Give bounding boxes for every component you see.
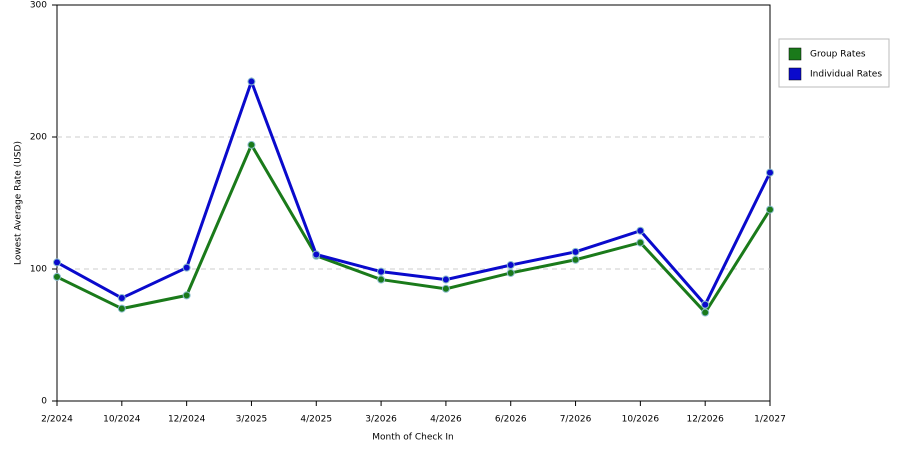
x-tick-label: 10/2024 (103, 415, 141, 425)
legend-swatch (788, 67, 802, 81)
data-point (53, 272, 61, 281)
x-tick-label: 4/2025 (300, 415, 332, 425)
plot-frame (56, 4, 771, 402)
x-tick-label: 3/2025 (236, 415, 268, 425)
y-tick-label: 100 (30, 265, 47, 275)
x-tick-label: 3/2026 (365, 415, 397, 425)
x-tick-label: 12/2026 (686, 415, 724, 425)
data-point (377, 275, 386, 284)
data-point (182, 263, 191, 272)
legend-label: Individual Rates (810, 70, 882, 80)
data-point (312, 250, 321, 259)
data-point (506, 261, 515, 270)
y-tick-label: 200 (30, 133, 47, 143)
x-tick-label: 1/2027 (754, 415, 786, 425)
x-tick-label: 12/2024 (168, 415, 206, 425)
data-point (701, 308, 710, 317)
data-point (636, 238, 645, 247)
data-point (247, 140, 256, 149)
y-tick-label: 300 (30, 1, 47, 11)
data-point (247, 77, 256, 86)
data-point (182, 291, 191, 300)
legend-label: Group Rates (810, 50, 866, 60)
x-tick-label: 2/2024 (41, 415, 73, 425)
data-point (117, 294, 126, 303)
series-line (56, 141, 772, 316)
legend-swatch (788, 47, 802, 61)
data-point (701, 300, 710, 309)
x-axis-label: Month of Check In (372, 433, 454, 443)
x-tick-label: 7/2026 (560, 415, 592, 425)
data-point (441, 284, 450, 293)
data-point (377, 267, 386, 276)
x-tick-label: 4/2026 (430, 415, 462, 425)
data-point (636, 226, 645, 235)
data-point (117, 304, 126, 313)
data-point (53, 258, 61, 267)
data-point (766, 168, 774, 177)
data-point (571, 255, 580, 264)
data-point (506, 268, 515, 277)
y-tick-label: 0 (41, 397, 47, 407)
x-tick-label: 10/2026 (622, 415, 660, 425)
data-point (766, 205, 774, 214)
data-point (441, 275, 450, 284)
data-point (571, 247, 580, 256)
x-tick-label: 6/2026 (495, 415, 527, 425)
y-axis-label: Lowest Average Rate (USD) (14, 141, 24, 265)
series-line (56, 77, 772, 308)
